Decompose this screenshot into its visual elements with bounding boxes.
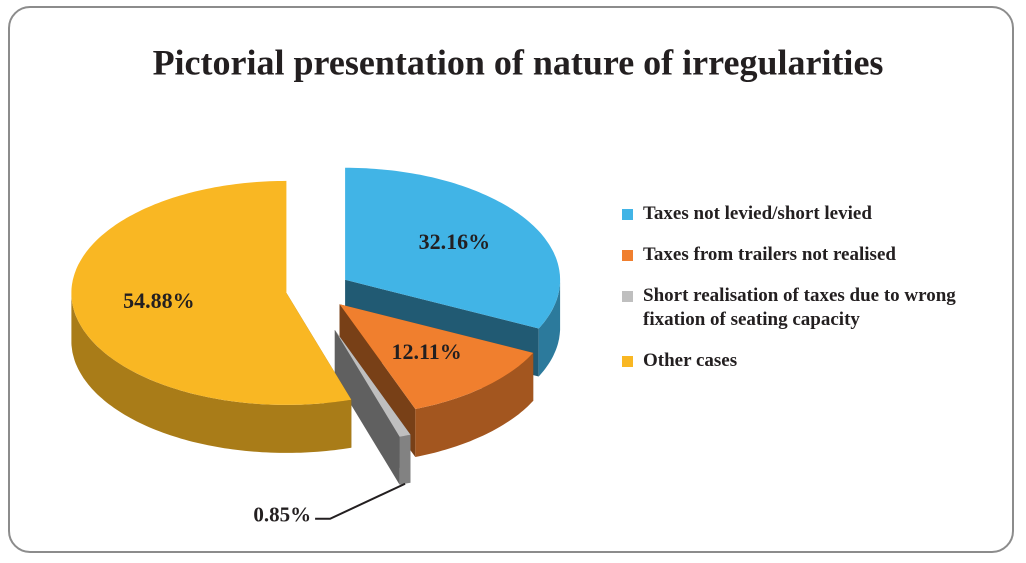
pie-slice [334, 329, 411, 485]
slice-top [345, 167, 561, 329]
legend-label: Taxes from trailers not realised [643, 244, 896, 265]
slice-side [538, 279, 561, 377]
legend: Taxes not levied/short levied Taxes from … [622, 202, 1002, 390]
slice-side [71, 292, 352, 453]
legend-item: Taxes not levied/short levied [622, 202, 1002, 226]
legend-swatch [622, 250, 633, 261]
slice-top [334, 329, 411, 437]
leader-line [315, 482, 406, 520]
legend-swatch [622, 291, 633, 302]
legend-label: Short realisation of taxes due to wrong … [643, 285, 956, 330]
slice-wall [334, 329, 400, 485]
legend-label: Taxes not levied/short levied [643, 203, 872, 224]
legend-item: Other cases [622, 349, 1002, 373]
legend-swatch [622, 356, 633, 367]
slice-side [415, 352, 534, 457]
slice-top [71, 180, 352, 405]
chart-frame [8, 6, 1014, 553]
legend-label: Other cases [643, 350, 738, 371]
data-label: 54.88% [123, 288, 195, 313]
legend-swatch [622, 209, 633, 220]
legend-item: Taxes from trailers not realised [622, 243, 1002, 267]
data-label: 12.11% [391, 339, 461, 364]
slice-side [399, 434, 411, 485]
pie-slice [71, 180, 352, 453]
chart-title: Pictorial presentation of nature of irre… [153, 42, 884, 82]
slice-top [339, 304, 534, 409]
legend-item: Short realisation of taxes due to wrong … [622, 284, 1002, 332]
data-label: 0.85% [253, 503, 311, 527]
data-label: 32.16% [419, 229, 491, 254]
